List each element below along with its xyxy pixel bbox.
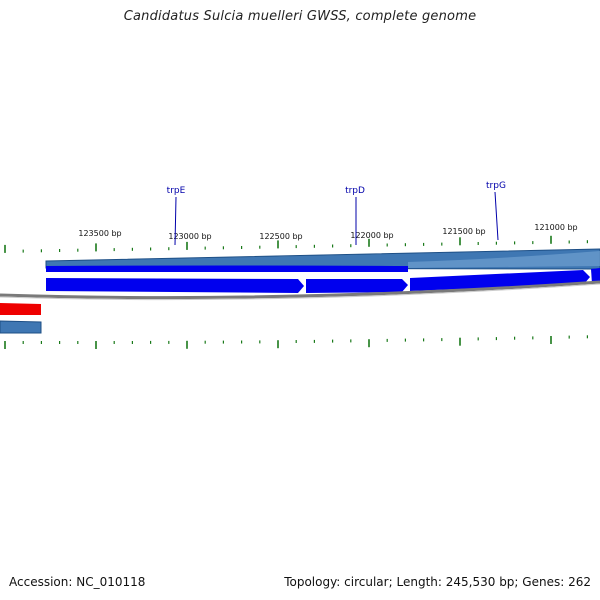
scale-label: 122500 bp bbox=[259, 232, 302, 241]
inner-tick-row bbox=[4, 335, 589, 349]
gene-leader-line bbox=[494, 191, 499, 241]
gene-arrow-trpE[interactable] bbox=[46, 278, 304, 293]
gene-label-trpD[interactable]: trpD bbox=[345, 186, 365, 196]
gene-arrow-trpG[interactable] bbox=[410, 270, 590, 291]
length-value: 245,530 bp bbox=[445, 575, 515, 589]
scale-label: 121500 bp bbox=[442, 227, 485, 236]
genome-backbone bbox=[0, 280, 600, 300]
length-label: Length: bbox=[396, 575, 442, 589]
accession-info: Accession: NC_010118 bbox=[9, 575, 145, 589]
accession-label: Accession: bbox=[9, 575, 73, 589]
scale-label: 121000 bp bbox=[534, 223, 577, 232]
genome-summary: Topology: circular; Length: 245,530 bp; … bbox=[284, 575, 591, 589]
genes-label: Genes: bbox=[522, 575, 565, 589]
gene-arrow-trpD[interactable] bbox=[306, 279, 408, 293]
gene-labels: trpE trpD trpG bbox=[167, 181, 506, 246]
scale-label: 123500 bp bbox=[78, 229, 121, 238]
gene-label-trpG[interactable]: trpG bbox=[486, 181, 506, 191]
feature-band-upper-blue[interactable] bbox=[46, 265, 408, 273]
feature-band-upper-light bbox=[408, 251, 600, 268]
map-title: Candidatus Sulcia muelleri GWSS, complet… bbox=[123, 9, 477, 24]
scale-labels: 123500 bp 123000 bp 122500 bp 122000 bp 1215… bbox=[78, 223, 577, 241]
gene-arrow-next[interactable] bbox=[591, 268, 600, 284]
gene-label-trpE[interactable]: trpE bbox=[167, 186, 186, 196]
accession-value: NC_010118 bbox=[76, 575, 146, 589]
outer-tick-row bbox=[4, 235, 589, 253]
topology-label: Topology: bbox=[284, 575, 341, 589]
scale-label: 123000 bp bbox=[168, 232, 211, 241]
scale-label: 122000 bp bbox=[350, 231, 393, 240]
genes-value: 262 bbox=[568, 575, 591, 589]
genome-backbone-shade bbox=[0, 283, 600, 301]
gene-leader-line bbox=[174, 196, 177, 246]
reverse-gene-arrow[interactable] bbox=[0, 303, 41, 315]
topology-value: circular bbox=[344, 575, 389, 589]
lower-feature-band[interactable] bbox=[0, 320, 42, 334]
